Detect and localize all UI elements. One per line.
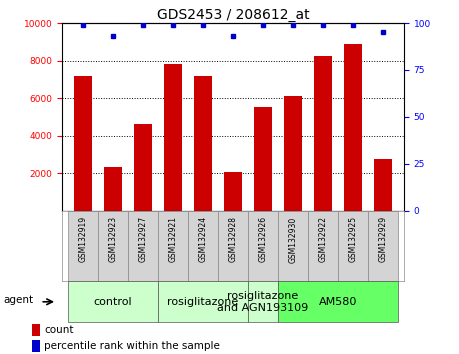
Bar [158, 281, 248, 322]
Bar [338, 211, 368, 281]
Bar [164, 64, 182, 211]
Bar [308, 211, 338, 281]
Bar [158, 211, 188, 281]
Bar [188, 211, 218, 281]
Bar [68, 281, 158, 322]
Bar [128, 211, 158, 281]
Bar [344, 44, 362, 211]
Text: count: count [44, 325, 73, 336]
Text: rosiglitazone: rosiglitazone [168, 297, 239, 307]
Bar [284, 96, 302, 211]
Bar [98, 211, 128, 281]
Bar [104, 167, 122, 211]
Bar [134, 124, 152, 211]
Title: GDS2453 / 208612_at: GDS2453 / 208612_at [157, 8, 309, 22]
Text: GSM132930: GSM132930 [288, 216, 297, 263]
Text: GSM132921: GSM132921 [168, 216, 178, 262]
Bar [218, 211, 248, 281]
Text: GSM132924: GSM132924 [198, 216, 207, 262]
Bar [254, 108, 272, 211]
Bar [32, 340, 39, 353]
Bar [374, 159, 392, 211]
Text: GSM132929: GSM132929 [378, 216, 387, 262]
Text: GSM132919: GSM132919 [78, 216, 88, 262]
Bar [74, 75, 92, 211]
Text: GSM132923: GSM132923 [108, 216, 118, 262]
Text: agent: agent [3, 295, 33, 305]
Text: control: control [94, 297, 132, 307]
Bar [32, 324, 39, 336]
Bar [278, 211, 308, 281]
Text: GSM132925: GSM132925 [348, 216, 358, 262]
Text: rosiglitazone
and AGN193109: rosiglitazone and AGN193109 [217, 291, 308, 313]
Bar [194, 75, 212, 211]
Text: GSM132926: GSM132926 [258, 216, 268, 262]
Text: GSM132922: GSM132922 [319, 216, 327, 262]
Bar [368, 211, 398, 281]
Bar [248, 211, 278, 281]
Text: GSM132928: GSM132928 [229, 216, 237, 262]
Text: percentile rank within the sample: percentile rank within the sample [44, 341, 220, 352]
Bar [278, 281, 398, 322]
Bar [248, 281, 278, 322]
Bar [68, 211, 98, 281]
Text: AM580: AM580 [319, 297, 357, 307]
Text: GSM132927: GSM132927 [139, 216, 147, 262]
Bar [314, 56, 332, 211]
Bar [224, 172, 242, 211]
